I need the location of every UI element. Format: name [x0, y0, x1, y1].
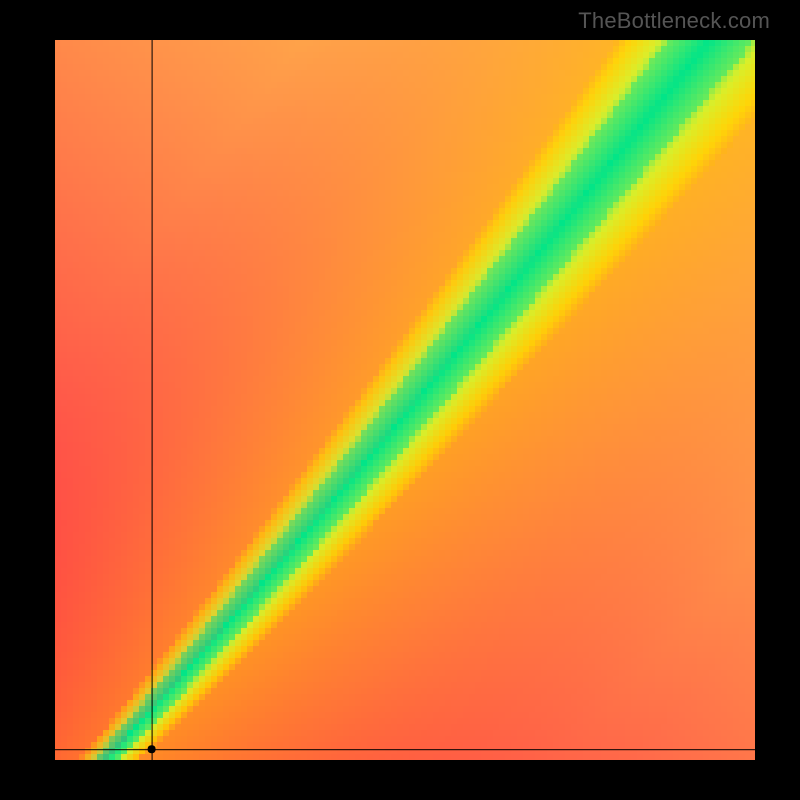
heatmap-canvas	[55, 40, 755, 760]
watermark-label: TheBottleneck.com	[578, 8, 770, 34]
figure-container: TheBottleneck.com	[0, 0, 800, 800]
plot-area	[55, 40, 755, 760]
